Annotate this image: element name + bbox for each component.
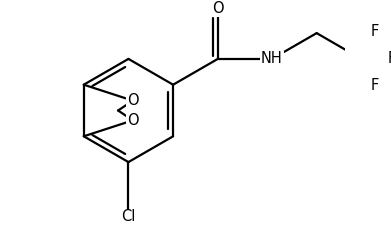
Text: O: O [212, 1, 224, 16]
Text: O: O [127, 93, 139, 108]
Text: NH: NH [261, 51, 283, 66]
Text: O: O [127, 113, 139, 128]
Text: F: F [371, 24, 379, 39]
Text: F: F [387, 51, 391, 66]
Text: F: F [371, 79, 379, 93]
Text: Cl: Cl [121, 209, 136, 224]
